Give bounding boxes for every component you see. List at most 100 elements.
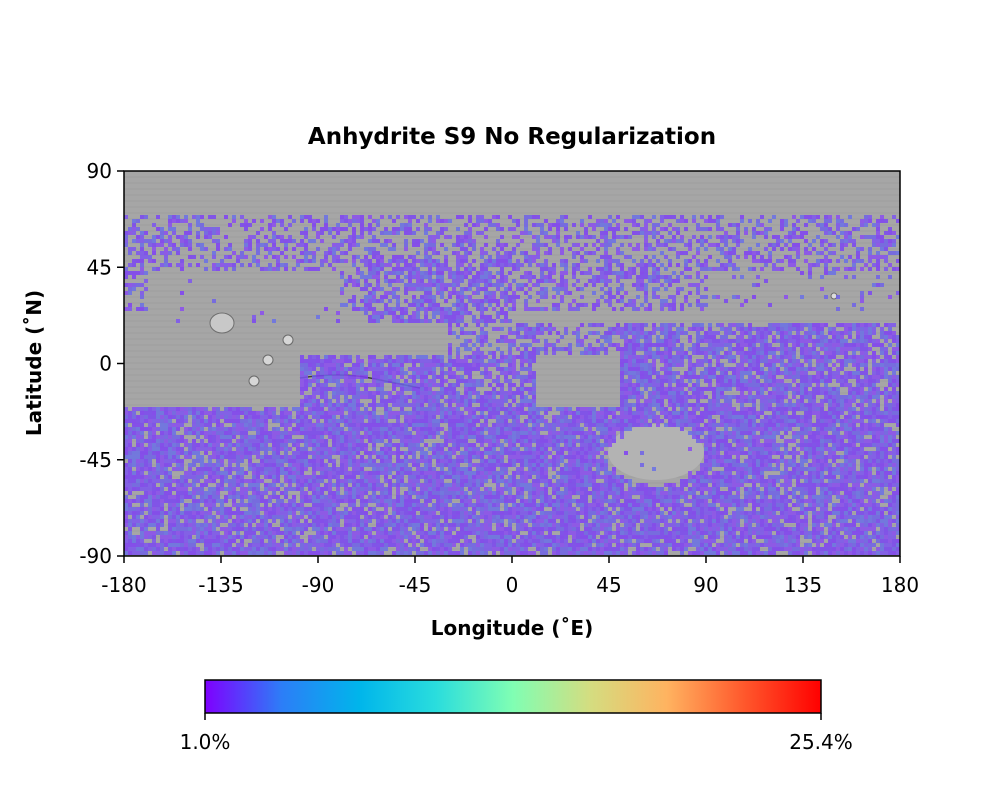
abundance-cell <box>680 351 684 355</box>
abundance-cell <box>444 263 448 267</box>
abundance-cell <box>656 259 660 263</box>
abundance-cell <box>772 339 776 343</box>
abundance-cell <box>828 391 832 395</box>
abundance-cell <box>848 323 852 327</box>
abundance-cell <box>564 279 568 283</box>
abundance-cell <box>488 427 492 431</box>
abundance-cell <box>672 363 676 367</box>
abundance-cell <box>464 307 468 311</box>
abundance-cell <box>668 375 672 379</box>
abundance-cell <box>440 403 444 407</box>
abundance-cell <box>872 343 876 347</box>
abundance-cell <box>476 347 480 351</box>
abundance-cell <box>584 411 588 415</box>
abundance-cell <box>868 423 872 427</box>
abundance-cell <box>384 375 388 379</box>
abundance-cell <box>728 263 732 267</box>
abundance-cell <box>344 403 348 407</box>
abundance-cell <box>724 419 728 423</box>
abundance-cell <box>868 339 872 343</box>
abundance-cell <box>868 391 872 395</box>
abundance-cell <box>168 263 172 267</box>
abundance-cell <box>596 299 600 303</box>
abundance-cell <box>680 423 684 427</box>
abundance-cell <box>528 307 532 311</box>
abundance-cell <box>416 271 420 275</box>
abundance-cell <box>696 343 700 347</box>
abundance-cell <box>740 219 744 223</box>
abundance-cell <box>168 251 172 255</box>
abundance-cell <box>760 371 764 375</box>
abundance-cell <box>700 387 704 391</box>
abundance-cell <box>568 411 572 415</box>
abundance-cell <box>880 351 884 355</box>
abundance-cell <box>496 227 500 231</box>
abundance-cell <box>752 363 756 367</box>
abundance-cell <box>316 431 320 435</box>
abundance-cell <box>608 419 612 423</box>
abundance-cell <box>648 331 652 335</box>
abundance-cell <box>512 303 516 307</box>
abundance-cell <box>320 411 324 415</box>
abundance-cell <box>172 427 176 431</box>
abundance-cell <box>756 391 760 395</box>
abundance-cell <box>836 227 840 231</box>
abundance-cell <box>752 295 756 299</box>
abundance-cell <box>728 407 732 411</box>
abundance-cell <box>728 375 732 379</box>
abundance-cell <box>380 267 384 271</box>
abundance-cell <box>436 363 440 367</box>
abundance-cell <box>368 359 372 363</box>
abundance-cell <box>844 379 848 383</box>
abundance-cell <box>344 415 348 419</box>
abundance-cell <box>792 247 796 251</box>
abundance-cell <box>664 407 668 411</box>
abundance-cell <box>500 359 504 363</box>
abundance-cell <box>272 223 276 227</box>
abundance-cell <box>796 343 800 347</box>
abundance-cell <box>364 295 368 299</box>
abundance-cell <box>740 383 744 387</box>
abundance-cell <box>780 399 784 403</box>
abundance-cell <box>864 359 868 363</box>
abundance-cell <box>696 403 700 407</box>
abundance-cell <box>128 291 132 295</box>
abundance-cell <box>808 379 812 383</box>
abundance-cell <box>876 223 880 227</box>
abundance-cell <box>488 375 492 379</box>
abundance-cell <box>868 331 872 335</box>
abundance-cell <box>824 247 828 251</box>
abundance-cell <box>428 307 432 311</box>
abundance-cell <box>668 339 672 343</box>
abundance-cell <box>704 287 708 291</box>
abundance-cell <box>816 223 820 227</box>
abundance-cell <box>468 383 472 387</box>
abundance-cell <box>464 383 468 387</box>
abundance-cell <box>532 399 536 403</box>
abundance-cell <box>568 307 572 311</box>
abundance-cell <box>396 287 400 291</box>
abundance-cell <box>500 295 504 299</box>
abundance-cell <box>324 215 328 219</box>
abundance-cell <box>760 403 764 407</box>
abundance-cell <box>816 263 820 267</box>
abundance-cell <box>692 419 696 423</box>
abundance-cell <box>696 323 700 327</box>
abundance-cell <box>368 259 372 263</box>
abundance-cell <box>524 351 528 355</box>
abundance-cell <box>708 327 712 331</box>
abundance-cell <box>624 371 628 375</box>
abundance-cell <box>700 307 704 311</box>
abundance-cell <box>384 243 388 247</box>
abundance-cell <box>124 431 128 435</box>
abundance-cell <box>488 271 492 275</box>
abundance-cell <box>216 227 220 231</box>
abundance-cell <box>564 259 568 263</box>
abundance-cell <box>740 347 744 351</box>
abundance-cell <box>416 423 420 427</box>
abundance-cell <box>864 367 868 371</box>
abundance-cell <box>800 215 804 219</box>
abundance-cell <box>528 407 532 411</box>
abundance-cell <box>500 255 504 259</box>
abundance-cell <box>732 295 736 299</box>
